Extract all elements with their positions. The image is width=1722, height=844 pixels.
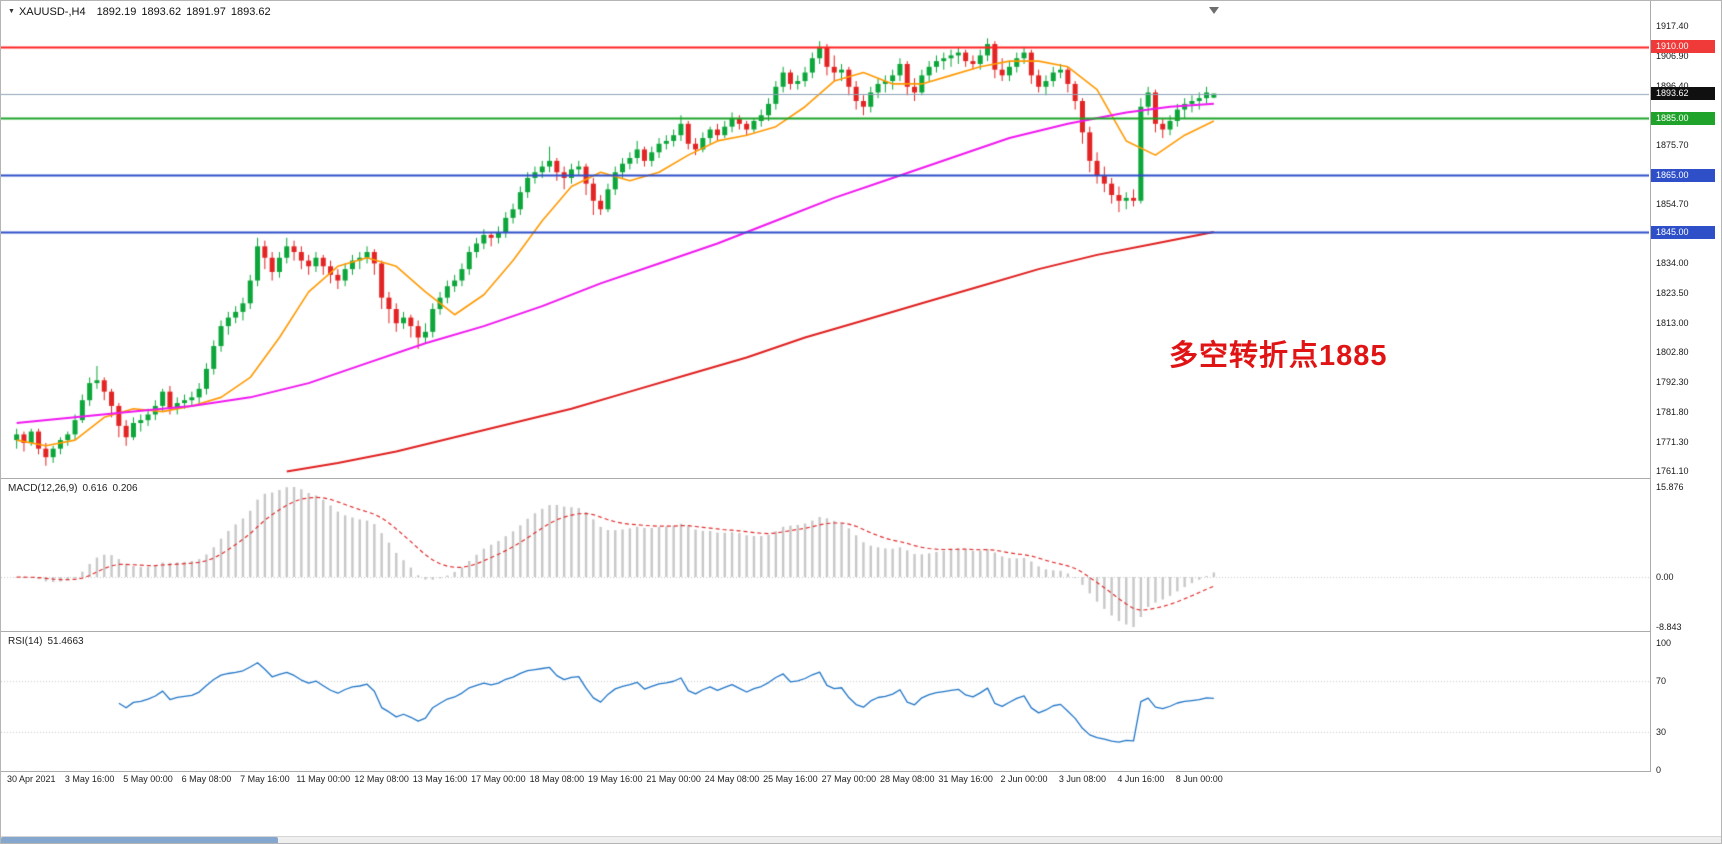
macd-indicator-label: MACD(12,26,9) 0.616 0.206 [8, 483, 143, 494]
price-tick-label: 1771.30 [1656, 437, 1689, 448]
time-axis-label: 7 May 16:00 [240, 774, 290, 784]
time-axis-label: 27 May 00:00 [821, 774, 877, 784]
price-tick-label: 1906.90 [1656, 50, 1689, 61]
price-tick-label: 1917.40 [1656, 20, 1689, 31]
time-axis-label: 25 May 16:00 [763, 774, 818, 784]
time-axis-label: 18 May 08:00 [529, 774, 585, 784]
price-chart-canvas[interactable] [1, 1, 1649, 478]
time-axis-label: 30 Apr 2021 [6, 774, 56, 784]
rsi-panel-canvas[interactable] [1, 632, 1649, 772]
time-axis-label: 3 May 16:00 [64, 774, 115, 784]
rsi-indicator-label: RSI(14) 51.4663 [8, 636, 89, 647]
time-axis-label: 13 May 16:00 [412, 774, 468, 784]
chart-ohlc-header: ▼ XAUUSD-,H4 1892.19 1893.62 1891.97 1893.62 [8, 6, 271, 18]
time-axis-label: 2 Jun 00:00 [1000, 774, 1048, 784]
price-tick-label: 1761.10 [1656, 466, 1689, 477]
ohlc-high: 1893.62 [141, 6, 182, 18]
price-tick-label: 1802.80 [1656, 347, 1689, 358]
horizontal-scrollbar-track[interactable] [1, 836, 1721, 843]
time-axis-label: 19 May 16:00 [587, 774, 643, 784]
rsi-axis-label: 0 [1656, 765, 1662, 775]
time-axis-label: 31 May 16:00 [938, 774, 993, 784]
price-level-badge: 1845.00 [1651, 225, 1715, 239]
time-axis-label: 21 May 00:00 [646, 774, 701, 784]
chart-title: XAUUSD-,H4 [18, 6, 86, 18]
panel-separator [1, 631, 1651, 632]
time-axis-label: 5 May 00:00 [123, 774, 173, 784]
rsi-axis-label: 70 [1656, 676, 1667, 687]
price-axis-border [1650, 1, 1651, 772]
time-axis-label: 3 Jun 08:00 [1058, 774, 1106, 784]
price-tick-label: 1792.30 [1656, 377, 1689, 388]
rsi-name: RSI(14) [8, 636, 43, 647]
price-tick-label: 1823.50 [1656, 288, 1689, 299]
horizontal-scrollbar-thumb[interactable] [1, 837, 278, 843]
time-axis-label: 28 May 08:00 [879, 774, 935, 784]
price-tick-label: 1834.00 [1656, 258, 1689, 269]
price-level-badge: 1910.00 [1651, 40, 1715, 54]
time-axis-label: 17 May 00:00 [471, 774, 526, 784]
ohlc-low: 1891.97 [186, 6, 226, 18]
panel-separator [1, 478, 1651, 479]
macd-axis-label: -8.843 [1656, 622, 1682, 632]
macd-main-value: 0.616 [82, 483, 108, 494]
price-tick-label: 1813.00 [1656, 318, 1689, 329]
price-level-badge: 1893.62 [1651, 87, 1715, 101]
chart-annotation-text: 多空转折点1885 [1169, 340, 1388, 372]
price-tick-label: 1875.70 [1656, 139, 1689, 150]
macd-signal-value: 0.206 [112, 483, 138, 494]
macd-panel-canvas[interactable] [1, 479, 1649, 631]
macd-axis-label: 0.00 [1656, 572, 1674, 582]
time-axis-label: 4 Jun 16:00 [1117, 774, 1165, 784]
chart-shift-marker-icon[interactable] [1209, 7, 1219, 14]
time-axis-label: 24 May 08:00 [704, 774, 760, 784]
price-tick-label: 1781.80 [1656, 407, 1689, 418]
price-tick-label: 1896.40 [1656, 80, 1689, 91]
price-level-badge: 1885.00 [1651, 111, 1715, 125]
macd-name: MACD(12,26,9) [8, 483, 78, 494]
price-tick-label: 1854.70 [1656, 199, 1689, 210]
panel-separator [1, 771, 1651, 772]
rsi-axis-label: 30 [1656, 726, 1667, 737]
symbol-dropdown-icon[interactable]: ▼ [8, 8, 15, 15]
rsi-axis-label: 100 [1656, 638, 1672, 648]
time-axis-label: 11 May 00:00 [296, 774, 351, 784]
time-axis-label: 12 May 08:00 [354, 774, 409, 784]
price-axis[interactable]: 1917.40 1906.90 1896.40 1875.70 1854.70 1834.… [1651, 1, 1721, 791]
time-axis-label: 6 May 08:00 [181, 774, 232, 784]
price-level-badge: 1865.00 [1651, 168, 1715, 182]
rsi-value: 51.4663 [47, 636, 84, 647]
ohlc-open: 1892.19 [96, 6, 137, 18]
ohlc-close: 1893.62 [230, 6, 271, 18]
time-axis-label: 8 Jun 00:00 [1175, 774, 1223, 784]
macd-axis-label: 15.876 [1656, 482, 1684, 492]
